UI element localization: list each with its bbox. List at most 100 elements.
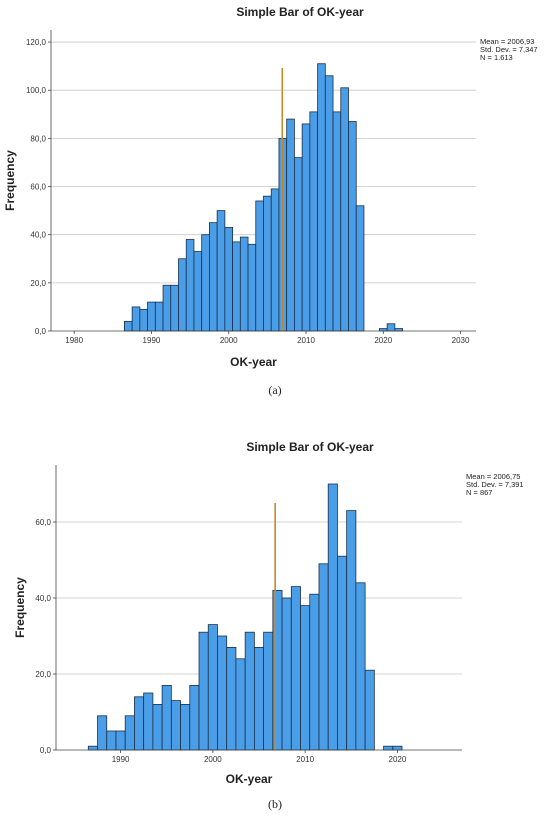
- histogram-bar: [170, 700, 181, 751]
- histogram-bar: [239, 236, 249, 332]
- histogram-bar: [281, 597, 292, 751]
- chart-title: Simple Bar of OK-year: [236, 5, 364, 19]
- histogram-bar: [124, 715, 135, 751]
- y-tick-label: 20,0: [30, 279, 46, 288]
- y-tick-label: 40,0: [30, 231, 46, 240]
- histogram-bar: [247, 243, 257, 332]
- y-tick-label: 0,0: [40, 746, 52, 755]
- histogram-bar: [332, 111, 342, 332]
- histogram-bar: [290, 586, 301, 751]
- stats-mean: Mean = 2006,93: [480, 37, 534, 46]
- x-tick-label: 1990: [112, 755, 130, 764]
- histogram-bar: [346, 510, 357, 751]
- histogram-bar: [348, 121, 357, 332]
- histogram-bar: [217, 635, 228, 751]
- histogram-bar: [161, 685, 172, 751]
- y-tick-label: 60,0: [35, 518, 51, 527]
- y-tick-label: 100,0: [26, 86, 47, 95]
- histogram-bar: [253, 647, 265, 751]
- histogram-bar: [134, 696, 145, 751]
- histogram-bar: [147, 301, 156, 332]
- histogram-bar: [232, 241, 241, 332]
- histogram-bar: [272, 590, 283, 751]
- histogram-bar: [286, 118, 295, 332]
- x-tick-label: 2030: [452, 336, 470, 345]
- y-tick-label: 0,0: [35, 327, 47, 336]
- y-tick-label: 20,0: [35, 670, 51, 679]
- histogram-bar: [201, 234, 210, 332]
- y-tick-label: 120,0: [26, 38, 47, 47]
- histogram-bar: [327, 483, 338, 751]
- histogram-bar: [131, 306, 141, 332]
- histogram-bar: [97, 715, 108, 751]
- histogram-bar: [139, 308, 148, 332]
- histogram-bar: [115, 730, 126, 751]
- panel-caption: (b): [268, 797, 282, 811]
- histogram-bar: [255, 200, 264, 332]
- stats-mean: Mean = 2006,75: [466, 472, 520, 481]
- histogram-bar: [364, 669, 375, 751]
- histogram-bar: [270, 188, 280, 332]
- histogram-bar: [355, 205, 365, 332]
- histogram-bar: [309, 111, 318, 332]
- histogram-bar: [207, 624, 218, 751]
- histogram-bar: [355, 582, 366, 751]
- histogram-bar: [143, 692, 154, 751]
- x-tick-label: 2000: [204, 755, 222, 764]
- histogram-bar: [198, 631, 209, 751]
- y-tick-label: 60,0: [30, 183, 46, 192]
- histogram-bar: [392, 745, 403, 751]
- histogram-bar: [178, 258, 187, 332]
- panel-caption: (a): [268, 383, 281, 397]
- histogram-bar: [263, 195, 272, 332]
- histogram-bar: [294, 157, 303, 332]
- histogram-bar: [154, 301, 164, 332]
- histogram-bar: [263, 631, 274, 751]
- histogram-bar: [106, 730, 117, 751]
- histogram-bar: [244, 631, 255, 751]
- histogram-bar: [301, 123, 311, 332]
- x-tick-label: 1980: [65, 336, 83, 345]
- histogram-bar: [124, 320, 133, 332]
- histogram-bar: [87, 745, 98, 751]
- stats-std-dev: Std. Dev. = 7,347: [480, 45, 538, 54]
- x-tick-label: 2020: [389, 755, 407, 764]
- histogram-bar: [189, 685, 200, 751]
- chart-title: Simple Bar of OK-year: [246, 440, 374, 454]
- histogram-bar: [193, 251, 203, 332]
- stats-n: N = 867: [466, 488, 492, 497]
- y-tick-label: 40,0: [35, 594, 51, 603]
- histogram-bar: [185, 239, 195, 332]
- y-tick-label: 80,0: [30, 134, 46, 143]
- stats-n: N = 1.613: [480, 53, 513, 62]
- histogram-bar: [216, 210, 226, 332]
- stats-std-dev: Std. Dev. = 7,391: [466, 480, 524, 489]
- histogram-bar: [170, 284, 179, 332]
- histogram-bar: [318, 563, 329, 751]
- histogram-bar: [324, 75, 334, 332]
- x-tick-label: 2010: [296, 755, 314, 764]
- histogram-panel-b: 0,0 20,0 40,0 60,0 1990 2000 2010 2020 Simple Ba…: [13, 440, 524, 811]
- x-tick-label: 1990: [143, 336, 161, 345]
- y-axis-label: Frequency: [3, 150, 17, 211]
- histogram-panel-a: 0,0 20,0 40,0 60,0 80,0 100,0 120,0 1980 1990 200…: [3, 5, 538, 397]
- histogram-bar: [162, 284, 172, 332]
- x-tick-label: 2020: [374, 336, 392, 345]
- histogram-bar: [209, 222, 218, 332]
- histogram-bar: [224, 227, 233, 332]
- x-axis-label: OK-year: [226, 772, 273, 786]
- x-tick-label: 2010: [297, 336, 315, 345]
- histogram-bar: [317, 63, 326, 332]
- histogram-bar: [340, 87, 349, 332]
- x-axis-label: OK-year: [230, 355, 277, 369]
- histogram-bar: [180, 704, 191, 751]
- histogram-bar: [152, 704, 163, 751]
- histogram-bar: [383, 745, 394, 751]
- histogram-bar: [309, 593, 320, 751]
- histogram-bar: [386, 323, 396, 332]
- histogram-bar: [226, 647, 237, 751]
- histogram-bar: [300, 605, 311, 751]
- x-tick-label: 2000: [220, 336, 238, 345]
